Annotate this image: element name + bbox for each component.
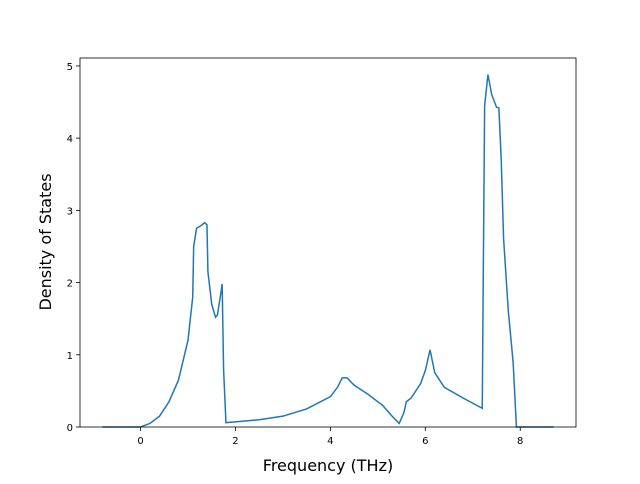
x-axis-label: Frequency (THz) xyxy=(263,456,393,475)
x-tick-label: 2 xyxy=(232,436,238,447)
x-tick-label: 0 xyxy=(137,436,143,447)
y-tick-label: 3 xyxy=(67,206,73,217)
line xyxy=(102,74,554,428)
y-tick-label: 0 xyxy=(67,423,73,434)
y-tick-label: 2 xyxy=(67,279,73,290)
y-tick-label: 1 xyxy=(67,351,73,362)
plot-frame xyxy=(79,57,577,428)
x-tick-label: 6 xyxy=(422,436,428,447)
y-tick-label: 5 xyxy=(67,62,73,73)
x-tick-label: 4 xyxy=(327,436,333,447)
y-axis-label: Density of States xyxy=(36,173,55,310)
y-tick-label: 4 xyxy=(67,134,73,145)
x-tick-label: 8 xyxy=(517,436,523,447)
